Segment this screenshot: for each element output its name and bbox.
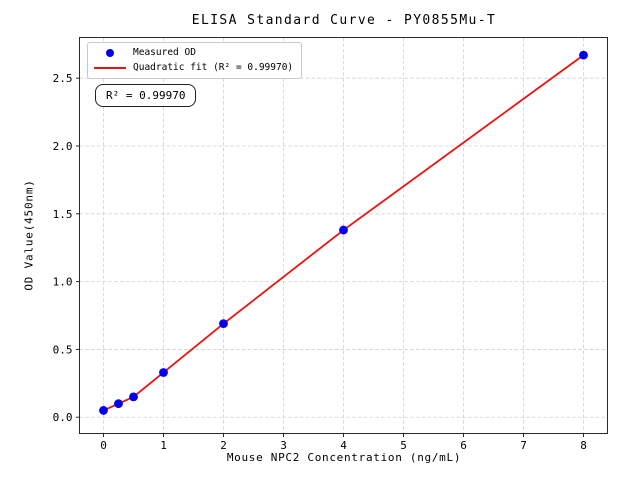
y-axis-label: OD Value(450nm) <box>22 179 36 291</box>
y-tick-label: 1.5 <box>53 208 73 221</box>
data-point <box>129 392 138 402</box>
x-tick-label: 4 <box>340 439 347 452</box>
data-point <box>99 406 108 415</box>
data-point <box>159 368 168 377</box>
x-tick-label: 6 <box>460 439 467 452</box>
legend-label-measured-od: Measured OD <box>133 47 196 58</box>
x-tick-label: 0 <box>100 439 107 452</box>
y-tick-label: 0.5 <box>53 343 73 356</box>
data-point <box>339 225 348 235</box>
legend-dot-marker-icon <box>94 49 126 57</box>
x-tick-label: 2 <box>220 439 227 452</box>
chart-title: ELISA Standard Curve - PY0855Mu-T <box>191 13 497 28</box>
x-tick-label: 1 <box>160 439 167 452</box>
tick-labels: 0 1 2 3 4 5 6 7 8 0.0 0.5 1.0 1.5 2.0 2.5 <box>53 72 587 452</box>
y-tick-label: 2.5 <box>53 72 73 85</box>
legend-line-marker-icon <box>94 67 126 69</box>
data-point <box>219 319 228 329</box>
r-squared-annotation: R² = 0.99970 <box>95 84 197 107</box>
legend-label-quadratic-fit: Quadratic fit (R² = 0.99970) <box>133 62 294 73</box>
y-tick-label: 1.0 <box>53 276 73 289</box>
y-tick-label: 0.0 <box>53 411 73 424</box>
tick-marks <box>76 77 584 437</box>
legend: Measured OD Quadratic fit (R² = 0.99970) <box>87 42 303 79</box>
data-point <box>114 399 123 409</box>
legend-item-measured-od: Measured OD <box>94 47 293 59</box>
x-tick-label: 5 <box>400 439 407 452</box>
data-point <box>579 50 588 60</box>
x-tick-label: 3 <box>280 439 287 452</box>
measured-od-points <box>99 50 588 415</box>
x-tick-label: 8 <box>580 439 587 452</box>
x-axis-label: Mouse NPC2 Concentration (ng/mL) <box>226 451 462 464</box>
y-tick-label: 2.0 <box>53 140 73 153</box>
legend-item-quadratic-fit: Quadratic fit (R² = 0.99970) <box>94 62 293 74</box>
x-tick-label: 7 <box>520 439 527 452</box>
